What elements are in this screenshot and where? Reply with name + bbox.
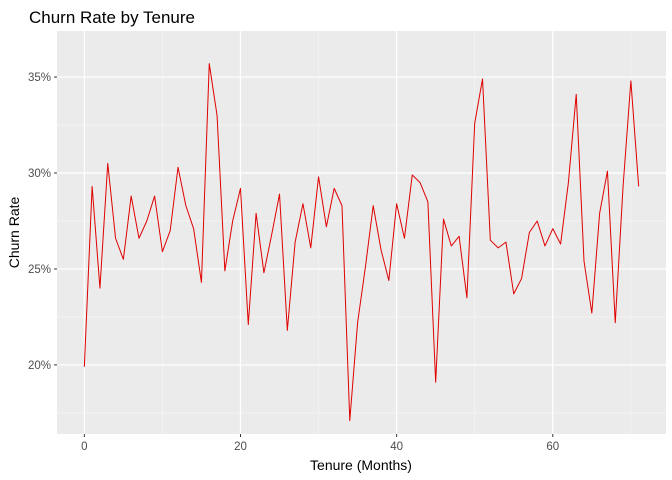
x-axis-title: Tenure (Months) xyxy=(310,457,412,473)
x-tick-label: 40 xyxy=(390,441,403,453)
x-axis: 0 20 40 60 xyxy=(81,434,559,453)
x-tick-label: 0 xyxy=(81,441,87,453)
y-axis: 20% 25% 30% 35% xyxy=(28,72,57,372)
y-tick-label: 35% xyxy=(28,72,51,84)
major-gridlines xyxy=(57,31,666,434)
y-tick-label: 30% xyxy=(28,168,51,180)
x-tick-label: 60 xyxy=(546,441,559,453)
y-tick-label: 20% xyxy=(28,360,51,372)
chart-title: Churn Rate by Tenure xyxy=(29,8,195,27)
y-axis-title: Churn Rate xyxy=(6,196,22,268)
plot-panel xyxy=(57,31,666,434)
x-tick-label: 20 xyxy=(234,441,247,453)
churn-rate-line xyxy=(83,63,640,422)
series-layer xyxy=(83,63,640,422)
y-tick-label: 25% xyxy=(28,264,51,276)
